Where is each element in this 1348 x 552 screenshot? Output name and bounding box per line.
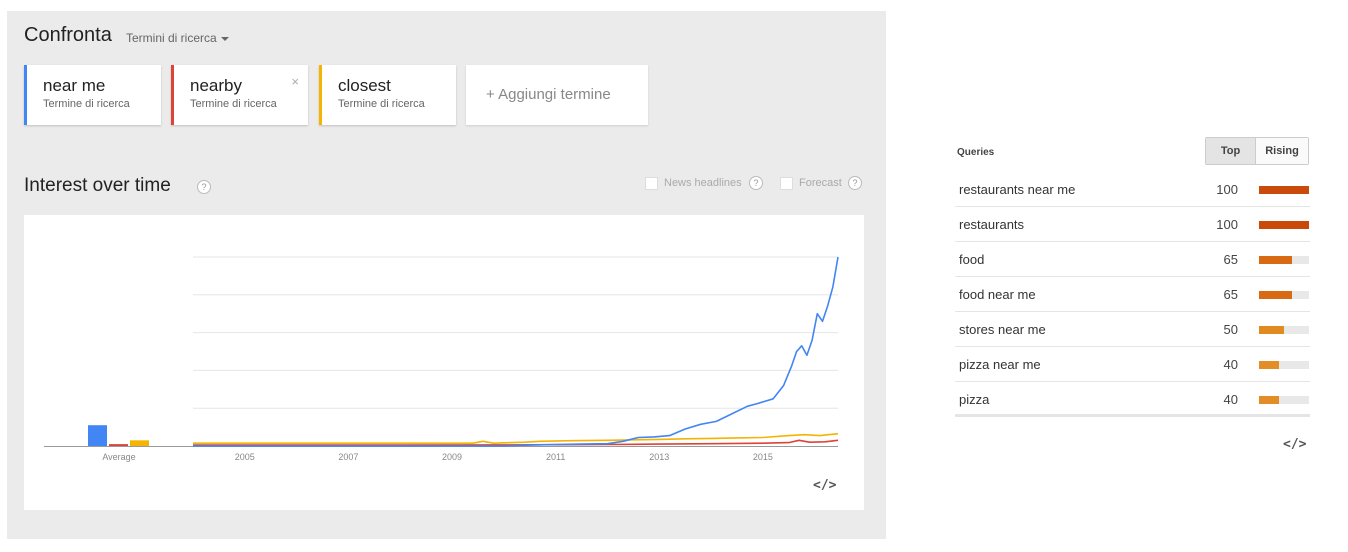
- x-tick-label: 2005: [235, 452, 255, 462]
- term-card-nearby[interactable]: nearby Termine di ricerca ×: [171, 65, 308, 125]
- query-row[interactable]: stores near me 50: [955, 312, 1310, 347]
- query-value: 100: [1216, 217, 1238, 232]
- queries-label: Queries: [957, 147, 995, 158]
- query-bar-track: [1259, 221, 1309, 229]
- news-headlines-checkbox[interactable]: [645, 177, 658, 190]
- query-bar-track: [1259, 396, 1309, 404]
- query-row[interactable]: restaurants near me 100: [955, 172, 1310, 207]
- query-bar-track: [1259, 256, 1309, 264]
- x-tick-label: 2013: [649, 452, 669, 462]
- forecast-checkbox[interactable]: [780, 177, 793, 190]
- series-line-near-me: [193, 256, 839, 447]
- help-icon[interactable]: ?: [749, 176, 763, 190]
- rising-tab[interactable]: Rising: [1256, 138, 1308, 164]
- series-line-nearby: [193, 439, 839, 446]
- query-bar-fill: [1259, 221, 1309, 229]
- term-name: closest: [338, 76, 391, 95]
- query-bar-fill: [1259, 326, 1284, 334]
- query-bar-track: [1259, 186, 1309, 194]
- query-value: 65: [1223, 252, 1238, 267]
- compare-panel: Confronta Termini di ricerca near me Ter…: [7, 11, 886, 539]
- query-text: pizza near me: [959, 357, 1041, 372]
- series-line-closest: [193, 432, 839, 444]
- news-headlines-label: News headlines: [664, 177, 742, 189]
- query-value: 50: [1223, 322, 1238, 337]
- x-tick-label: 2011: [546, 452, 565, 462]
- query-row[interactable]: restaurants 100: [955, 207, 1310, 242]
- query-value: 100: [1216, 182, 1238, 197]
- x-tick-label: 2015: [753, 452, 773, 462]
- top-tab[interactable]: Top: [1206, 138, 1256, 164]
- term-card-near-me[interactable]: near me Termine di ricerca: [24, 65, 161, 125]
- query-row[interactable]: pizza near me 40: [955, 347, 1310, 382]
- query-text: pizza: [959, 392, 990, 407]
- query-value: 40: [1223, 392, 1238, 407]
- embed-code-icon[interactable]: </>: [1283, 437, 1307, 452]
- term-subtitle: Termine di ricerca: [43, 98, 130, 110]
- queries-list: restaurants near me 100 restaurants 100 food…: [955, 172, 1310, 417]
- help-icon[interactable]: ?: [197, 180, 211, 194]
- query-bar-fill: [1259, 291, 1292, 299]
- x-tick-label: 2007: [338, 452, 358, 462]
- add-term-button[interactable]: + Aggiungi termine: [466, 65, 648, 125]
- average-bar: [88, 425, 107, 446]
- average-label: Average: [102, 452, 135, 462]
- term-subtitle: Termine di ricerca: [338, 98, 425, 110]
- close-icon[interactable]: ×: [291, 74, 299, 89]
- interest-over-time-title: Interest over time: [24, 175, 171, 196]
- query-text: restaurants: [959, 217, 1025, 232]
- help-icon[interactable]: ?: [848, 176, 862, 190]
- interest-chart: Average 2005 2007 2009 2011 2013 2015 </>: [24, 215, 864, 510]
- term-name: near me: [43, 76, 106, 95]
- query-row[interactable]: food near me 65: [955, 277, 1310, 312]
- average-bar: [109, 444, 128, 446]
- query-bar-track: [1259, 291, 1309, 299]
- search-type-label: Termini di ricerca: [126, 31, 217, 45]
- chevron-down-icon: [220, 37, 229, 41]
- interest-chart-svg: Average 2005 2007 2009 2011 2013 2015: [44, 256, 839, 462]
- compare-title: Confronta: [24, 24, 112, 46]
- query-text: food near me: [959, 287, 1036, 302]
- term-color-bar: [319, 65, 322, 125]
- term-subtitle: Termine di ricerca: [190, 98, 277, 110]
- term-color-bar: [24, 65, 27, 125]
- query-bar-fill: [1259, 256, 1292, 264]
- x-tick-label: 2009: [442, 452, 462, 462]
- query-value: 40: [1223, 357, 1238, 372]
- average-bar: [130, 440, 149, 446]
- queries-toggle: Top Rising: [1205, 137, 1309, 165]
- query-bar-track: [1259, 326, 1309, 334]
- term-color-bar: [171, 65, 174, 125]
- query-text: food: [959, 252, 985, 267]
- query-value: 65: [1223, 287, 1238, 302]
- forecast-label: Forecast: [799, 177, 842, 189]
- query-text: stores near me: [959, 322, 1046, 337]
- query-bar-fill: [1259, 186, 1309, 194]
- term-name: nearby: [190, 76, 242, 95]
- query-row[interactable]: food 65: [955, 242, 1310, 277]
- query-text: restaurants near me: [959, 182, 1076, 197]
- query-bar-track: [1259, 361, 1309, 369]
- search-type-dropdown[interactable]: Termini di ricerca: [126, 31, 229, 45]
- query-bar-fill: [1259, 396, 1279, 404]
- embed-code-icon[interactable]: </>: [813, 478, 837, 493]
- query-row[interactable]: pizza 40: [955, 382, 1310, 417]
- query-bar-fill: [1259, 361, 1279, 369]
- term-card-closest[interactable]: closest Termine di ricerca: [319, 65, 456, 125]
